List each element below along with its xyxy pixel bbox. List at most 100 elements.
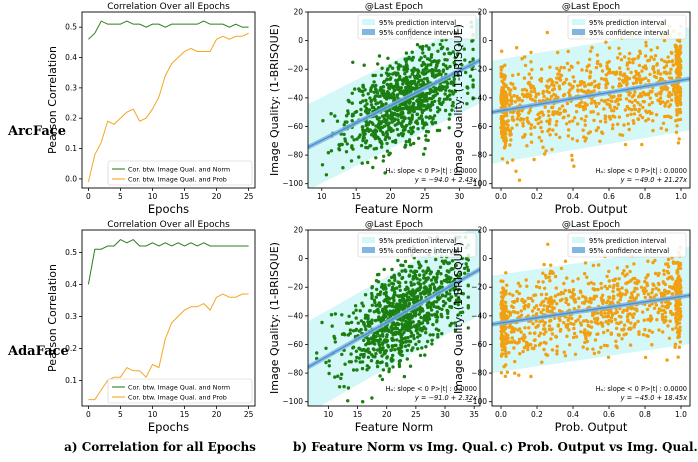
arc_feat-point xyxy=(374,156,378,160)
arc_feat-point xyxy=(388,93,393,97)
ada_feat-point xyxy=(354,359,358,363)
arc_prob-point xyxy=(644,92,648,97)
arc_prob-point xyxy=(658,96,663,100)
arc_prob-point xyxy=(641,65,645,70)
arc_feat-point xyxy=(452,77,456,82)
ada_corr-ylabel: Pearson Correlation xyxy=(46,264,59,372)
arc_prob-point xyxy=(596,112,600,116)
ada_prob-point xyxy=(516,328,520,332)
ada_prob-point xyxy=(583,328,587,332)
ada_feat-point xyxy=(373,318,378,323)
arc_feat-point xyxy=(379,86,383,90)
ada_corr-xtick-label: 0 xyxy=(86,410,91,419)
arc_prob-point xyxy=(645,110,649,115)
arc_feat-point xyxy=(373,98,377,103)
ada_feat-point xyxy=(444,273,448,278)
arc_prob-point xyxy=(678,45,683,49)
ada_feat-point xyxy=(432,304,436,309)
arc_feat-point xyxy=(442,52,446,56)
ada_feat-point xyxy=(391,301,395,306)
arc_prob-point xyxy=(517,112,521,117)
arc_prob-ytick-label: −80 xyxy=(471,151,487,160)
ada_prob-point xyxy=(617,314,622,319)
arc_feat-point xyxy=(347,100,351,104)
arc_prob-point xyxy=(597,85,601,90)
arc_feat-point xyxy=(417,74,422,78)
ada_feat-point xyxy=(424,327,428,331)
ada_prob-point xyxy=(563,315,568,319)
ada_prob-point xyxy=(611,296,616,301)
arc_feat-point xyxy=(391,139,395,144)
ada_prob-point xyxy=(548,279,552,283)
ada_prob-point xyxy=(517,337,522,342)
arc_prob-point xyxy=(676,141,681,145)
ada_prob-point xyxy=(673,282,677,286)
arc_prob-point xyxy=(638,78,642,83)
arc_prob-point xyxy=(500,49,504,53)
ada_prob-point xyxy=(500,348,504,352)
arc_prob-point xyxy=(665,72,669,76)
ada_feat-point xyxy=(363,324,367,329)
ada_prob-point xyxy=(615,321,619,325)
arc_prob-point xyxy=(592,89,596,93)
arc_feat-point xyxy=(470,67,474,72)
ada_prob-point xyxy=(625,315,630,319)
arc_prob-point xyxy=(669,98,674,102)
ada_feat-point xyxy=(417,262,421,266)
ada_feat-point xyxy=(393,348,397,352)
arc_feat-point xyxy=(420,47,425,51)
arc_prob-point xyxy=(668,70,672,75)
arc_prob-point xyxy=(520,57,524,61)
ada_prob-point xyxy=(584,336,588,341)
arc_prob-point xyxy=(597,82,601,87)
ada_prob-xtick-label: 0.2 xyxy=(531,410,543,419)
arc_feat-point xyxy=(448,112,452,117)
ada_prob-point xyxy=(678,263,683,267)
ada_prob-point xyxy=(544,292,549,296)
arc_prob-legend-label-confidence: 95% confidence interval xyxy=(589,29,669,37)
arc_feat-point xyxy=(367,108,372,112)
ada_feat-point xyxy=(340,313,344,317)
ada_feat-point xyxy=(351,329,356,333)
arc_prob-point xyxy=(572,79,577,84)
ada_feat-point xyxy=(339,372,344,376)
arc_feat-point xyxy=(385,77,389,81)
arc_prob-point xyxy=(532,87,536,91)
ada_feat-point xyxy=(449,295,454,299)
arc_feat-point xyxy=(376,106,381,110)
arc_prob-point xyxy=(551,128,555,132)
ada_feat-point xyxy=(396,347,400,351)
arc_feat-point xyxy=(409,105,413,110)
ada_prob-point xyxy=(564,300,568,305)
ada_feat-point xyxy=(378,304,382,308)
ada_prob-point xyxy=(563,259,568,263)
ada_feat-point xyxy=(409,325,414,329)
ada_feat-point xyxy=(346,386,351,390)
arc_feat-point xyxy=(401,82,405,86)
arc_feat-point xyxy=(379,145,384,149)
arc_prob-point xyxy=(508,91,512,96)
ada_prob-point xyxy=(642,291,646,296)
ada_prob-point xyxy=(518,352,522,356)
ada_prob-point xyxy=(678,283,682,287)
arc_prob-point xyxy=(574,103,579,108)
arc_prob-point xyxy=(508,143,512,147)
arc_prob-point xyxy=(541,89,546,94)
arc_feat-point xyxy=(398,105,402,109)
arc_prob-point xyxy=(588,74,592,79)
ada_prob-point xyxy=(554,335,559,339)
ada_prob-point xyxy=(549,263,553,267)
arc_prob-point xyxy=(676,55,680,59)
ada_feat-point xyxy=(380,282,384,287)
ada_prob-point xyxy=(666,265,671,269)
ada_feat-point xyxy=(380,341,385,345)
ada_prob-point xyxy=(656,310,660,315)
arc_feat-point xyxy=(321,119,325,123)
arc_prob-point xyxy=(548,133,552,137)
ada_prob-title: @Last Epoch xyxy=(562,220,620,230)
ada_prob-point xyxy=(628,343,633,347)
ada_prob-point xyxy=(591,347,595,351)
ada_feat-point xyxy=(432,285,437,289)
arc_feat-point xyxy=(374,83,378,88)
ada_prob-point xyxy=(532,338,537,343)
